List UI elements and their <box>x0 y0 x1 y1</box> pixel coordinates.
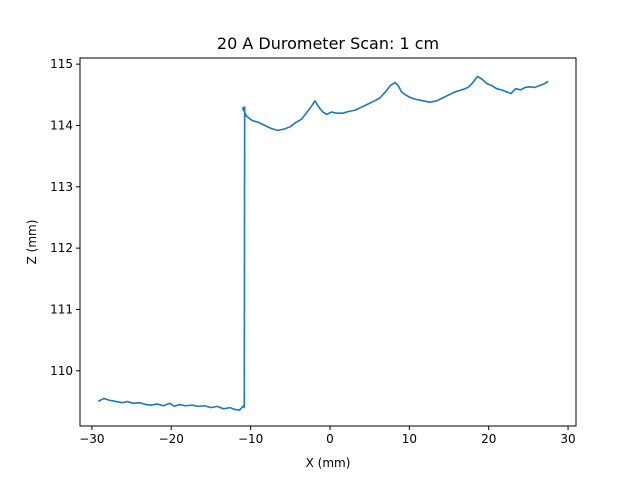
chart-title: 20 A Durometer Scan: 1 cm <box>217 34 439 53</box>
y-axis-label: Z (mm) <box>25 220 39 265</box>
x-tick-label: −20 <box>159 432 184 446</box>
x-tick-label: 10 <box>402 432 417 446</box>
y-tick-label: 113 <box>50 180 73 194</box>
y-tick-label: 114 <box>50 118 73 132</box>
y-tick-label: 111 <box>50 302 73 316</box>
x-axis-ticks: −30 −20 −10 0 10 20 30 <box>79 426 575 446</box>
x-tick-label: −10 <box>238 432 263 446</box>
y-tick-label: 112 <box>50 241 73 255</box>
y-tick-label: 115 <box>50 57 73 71</box>
series-line-scan <box>98 76 548 410</box>
x-tick-label: −30 <box>79 432 104 446</box>
series-layer <box>98 76 548 410</box>
y-axis-ticks: 110 111 112 113 114 115 <box>50 57 80 378</box>
x-axis-label: X (mm) <box>306 456 351 470</box>
x-tick-label: 20 <box>481 432 496 446</box>
x-tick-label: 30 <box>560 432 575 446</box>
x-tick-label: 0 <box>326 432 334 446</box>
y-tick-label: 110 <box>50 364 73 378</box>
